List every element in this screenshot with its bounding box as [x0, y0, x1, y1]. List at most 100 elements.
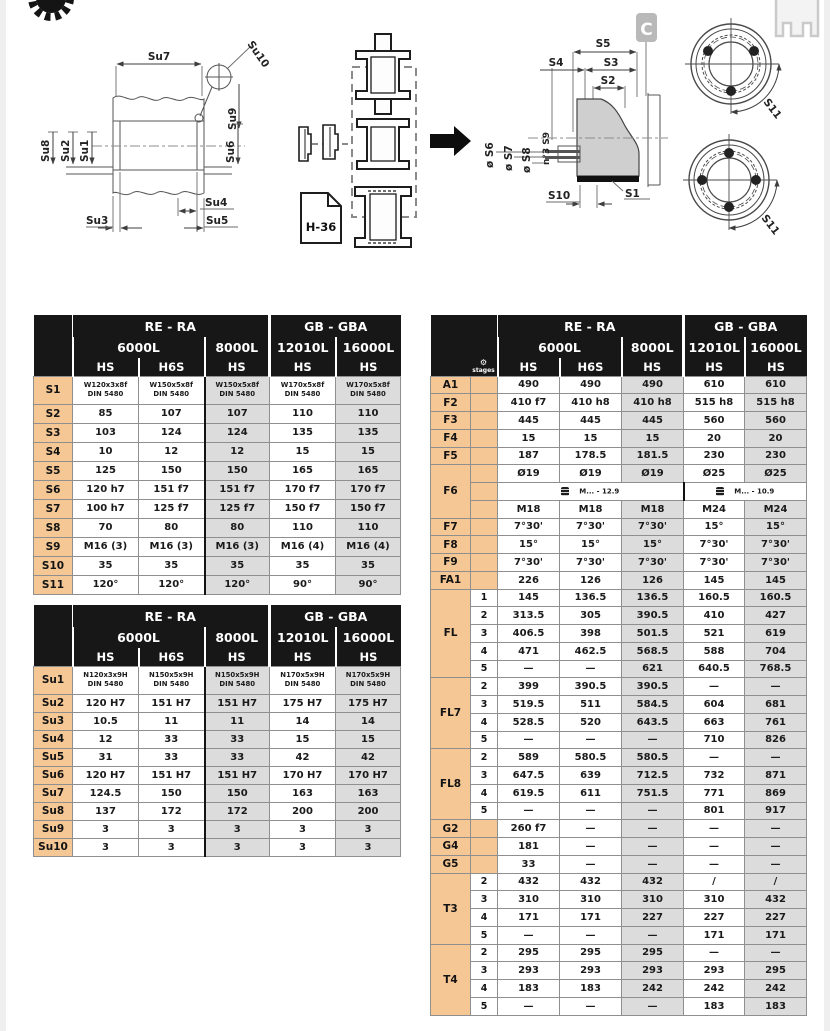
header-version: HS [620, 358, 684, 376]
table-cell: 226 [497, 570, 560, 590]
arrow-right-icon [430, 126, 471, 156]
table-cell: 11 [138, 711, 206, 731]
row-label: G5 [430, 854, 471, 874]
table-cell: 227 [683, 908, 745, 927]
table-cell: M16 (3) [204, 536, 270, 557]
table-cell: 35 [269, 555, 336, 576]
dim-label-su3: Su3 [86, 215, 108, 227]
table-row: Su4 12 33 33 15 15 [33, 729, 401, 749]
gear-icon [28, 0, 74, 21]
table-cell: M24 [683, 499, 745, 519]
table-row: 4 171 171 227 227 227 [431, 908, 807, 927]
table-row: F7 7°30' 7°30' 7°30' 15° 15° [430, 517, 807, 537]
table-cell: 178.5 [559, 446, 622, 466]
table-cell: 125 f7 [204, 498, 270, 519]
stage-cell: 3 [470, 961, 498, 980]
table-row: Su3 10.5 11 11 14 14 [33, 711, 401, 731]
header-corner [430, 315, 498, 358]
table-cell: 519.5 [497, 695, 560, 714]
dim-label-s2: S2 [601, 75, 616, 87]
table-cell: 120 H7 [72, 765, 139, 785]
row-label: F3 [430, 411, 471, 430]
dim-label-su5: Su5 [206, 215, 228, 227]
table-cell: 390.5 [621, 606, 684, 625]
stage-cell: 4 [470, 641, 498, 661]
table-cell: M18 [559, 499, 622, 519]
table-cell: 242 [683, 979, 745, 998]
header-size-6000l: 6000L [496, 337, 622, 358]
table-row: FL7 2 399 390.5 390.5— — [430, 677, 807, 750]
table-cell: 126 [559, 570, 622, 590]
table-cell: 12 [72, 729, 139, 749]
header-version: HS [71, 648, 139, 666]
table-cell: 12 [138, 441, 206, 462]
dim-label-su8: Su8 [40, 140, 52, 162]
header-row: 6000L 8000L 12010L 16000L [431, 337, 807, 358]
table-cell: — [497, 996, 560, 1016]
table-cell: 70 [72, 517, 139, 538]
table-row: F5 187 178.5 181.5 230 230 [430, 446, 807, 466]
table-cell: 172 [138, 801, 206, 821]
table-cell: 200 [335, 801, 401, 821]
table-cell: — [744, 943, 807, 963]
table-cell: — [744, 677, 807, 696]
table-cell: 3 [269, 819, 336, 839]
table-cell: 3 [204, 819, 270, 839]
stage-cell: 5 [470, 801, 498, 821]
table-cell: 230 [683, 446, 745, 466]
table-cell: 390.5 [621, 677, 684, 696]
table-cell: 398 [559, 624, 622, 643]
table-row: Su1 N120x3x9H DIN 5480 N150x5x9H DIN 5480 N… [33, 665, 401, 695]
table-cell: 432 [497, 872, 560, 892]
table-cell: 3 [335, 819, 401, 839]
table-cell: 7°30' [683, 535, 745, 554]
table-cell: 35 [204, 555, 270, 576]
table-cell: 10.5 [72, 711, 139, 731]
table-row: 3 293 293 293 293 295 [431, 961, 807, 980]
header-version: HS [203, 648, 270, 666]
table-cell: 227 [621, 908, 684, 927]
row-label: Su2 [33, 693, 73, 713]
header-size-12010l: 12010L [268, 337, 336, 358]
row-label: S6 [33, 479, 73, 500]
table-cell: 610 [744, 375, 807, 395]
table-cell: 305 [559, 606, 622, 625]
header-group-re-ra: RE - RA [72, 315, 270, 337]
table-cell: — [744, 819, 807, 838]
table-cell: — [559, 837, 622, 856]
stage-cell [470, 837, 498, 856]
row-label: Su4 [33, 729, 73, 749]
header-row: RE - RA GB - GBA [33, 315, 401, 358]
row-label: F6 [430, 464, 471, 519]
table-cell: 501.5 [621, 624, 684, 643]
table-cell: 621 [621, 659, 684, 679]
row-label: Su3 [33, 711, 73, 731]
dim-label-su4: Su4 [205, 197, 227, 209]
table-cell: 14 [335, 711, 401, 731]
bolt-class-icon [561, 486, 570, 496]
header-version: H6S [137, 648, 205, 666]
table-cell: Ø19 [497, 464, 560, 483]
stage-cell: 3 [470, 766, 498, 785]
row-label: FL8 [430, 748, 471, 821]
table-cell: 15 [335, 729, 401, 749]
table-cell: 33 [138, 729, 206, 749]
table-cell: 103 [72, 422, 139, 443]
table-cell: 295 [621, 943, 684, 963]
table-cell: 681 [744, 695, 807, 714]
table-cell: 917 [744, 801, 807, 821]
table-row: Su6 120 H7 151 H7 151 H7 170 H7 170 H7 [33, 765, 401, 785]
header-group-gb-gba: GB - GBA [682, 315, 807, 337]
table-cell: M18 [621, 499, 684, 519]
table-cell: — [621, 925, 684, 945]
row-label: S11 [33, 574, 73, 595]
table-row: 5— — —183 183 [431, 996, 807, 1016]
table-cell: 3 [72, 819, 139, 839]
table-row: FA1 226 126 126 145 145 [430, 570, 807, 590]
row-label: S4 [33, 441, 73, 462]
table-cell: 230 [744, 446, 807, 466]
table-cell: 611 [559, 783, 622, 803]
dim-label-su7: Su7 [148, 51, 170, 63]
coupling-half-pieces [298, 124, 339, 162]
header-version: HS [268, 358, 336, 376]
